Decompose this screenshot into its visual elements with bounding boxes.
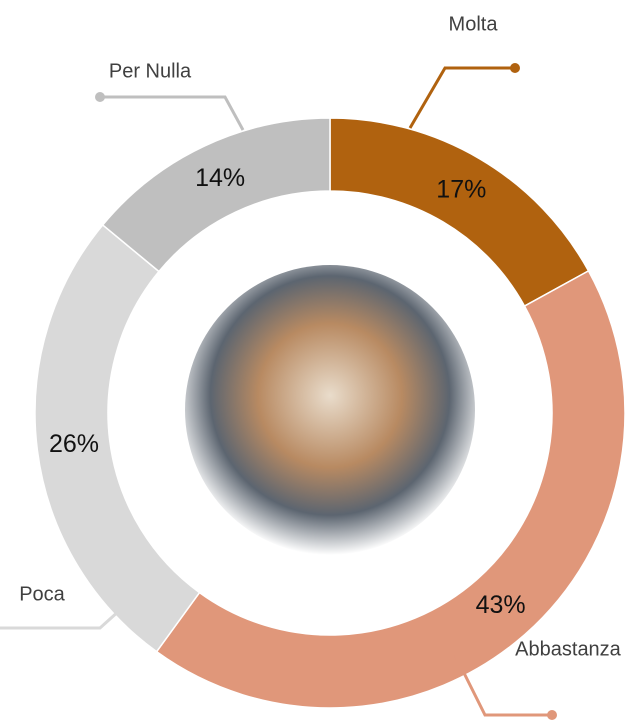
leader-dot [95, 92, 105, 102]
category-label: Poca [19, 583, 65, 605]
category-label: Abbastanza [515, 638, 622, 660]
value-label: 14% [195, 164, 245, 192]
leader-line [0, 610, 120, 628]
leader-dot [547, 710, 557, 720]
category-label: Per Nulla [109, 60, 192, 82]
chart: Molta Abbastanza Poca Per Nulla 17% 43% 26… [0, 0, 638, 721]
donut-slice [103, 118, 330, 271]
leader-line [100, 97, 243, 130]
leader-dot [510, 63, 520, 73]
value-label: 43% [476, 591, 526, 619]
value-label: 17% [436, 176, 486, 204]
value-label: 26% [49, 430, 99, 458]
center-photo [185, 265, 475, 555]
category-label: Molta [449, 13, 499, 35]
leader-line [410, 68, 515, 128]
page: Molta Abbastanza Poca Per Nulla 17% 43% 26… [0, 0, 638, 721]
